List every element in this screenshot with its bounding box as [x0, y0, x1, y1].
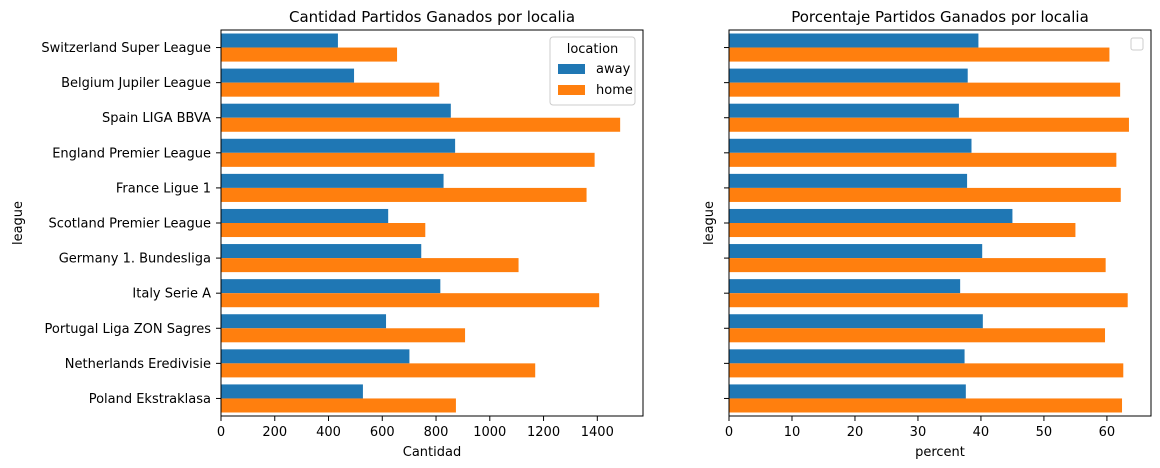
x-tick-label: 600 [370, 425, 395, 440]
bar-home-5 [221, 187, 587, 202]
x-axis-label: percent [915, 445, 965, 460]
bar-series-1-4 [729, 138, 972, 153]
x-tick-label: 1400 [581, 425, 614, 440]
legend-label-home: home [596, 83, 633, 98]
bar-series-2-10 [729, 363, 1124, 378]
axes-frame [220, 29, 644, 417]
y-tick-label: Belgium Jupiler League [61, 76, 211, 91]
y-tick-label: England Premier League [52, 146, 211, 161]
axes-frame [728, 29, 1152, 417]
bar-series-1-9 [729, 314, 983, 329]
bar-series-1-8 [729, 279, 961, 294]
bar-series-1-1 [729, 33, 979, 48]
bar-away-7 [221, 244, 422, 259]
chart-2: 0 10 20 30 40 50 60 Porcentaje Partidos Ganados… [702, 8, 1152, 460]
bar-series-2-6 [729, 223, 1076, 238]
bar-series-2-7 [729, 258, 1106, 273]
x-tick-label: 400 [316, 425, 341, 440]
x-tick-label: 1000 [473, 425, 506, 440]
x-tick-label: 60 [1099, 425, 1116, 440]
bar-series-2-2 [729, 82, 1121, 97]
bar-home-2 [221, 82, 440, 97]
bar-series-1-5 [729, 173, 968, 188]
bar-away-1 [221, 33, 338, 48]
x-tick-label: 20 [847, 425, 864, 440]
bar-series-2-3 [729, 117, 1129, 132]
bar-home-7 [221, 258, 519, 273]
y-tick-label: Netherlands Eredivisie [65, 357, 211, 372]
x-tick-label: 0 [725, 425, 733, 440]
y-axis-label: league [11, 201, 26, 245]
x-axis-label: Cantidad [403, 445, 461, 460]
bar-away-5 [221, 173, 444, 188]
bar-series-1-10 [729, 349, 965, 364]
bar-away-4 [221, 138, 456, 153]
y-axis-label: league [702, 201, 717, 245]
bar-series-1-11 [729, 384, 966, 399]
x-tick-label: 800 [424, 425, 449, 440]
y-tick-label: France Ligue 1 [116, 181, 211, 196]
legend: location away home [549, 36, 636, 106]
chart-title: Cantidad Partidos Ganados por localia [289, 8, 575, 26]
bar-home-4 [221, 152, 595, 167]
bar-away-10 [221, 349, 410, 364]
bar-series-2-4 [729, 152, 1117, 167]
bar-home-9 [221, 328, 466, 343]
bar-series-2-11 [729, 398, 1123, 413]
x-tick-label: 40 [973, 425, 990, 440]
bar-home-6 [221, 223, 426, 238]
x-tick-label: 200 [262, 425, 287, 440]
x-tick-label: 30 [910, 425, 927, 440]
y-tick-label: Scotland Premier League [48, 217, 211, 232]
bar-home-3 [221, 117, 621, 132]
legend-swatch-home [558, 85, 585, 95]
y-tick-label: Poland Ekstraklasa [89, 392, 211, 407]
legend-swatch-away [558, 64, 585, 74]
legend-title: location [567, 42, 619, 57]
chart-1: Switzerland Super League Belgium Jupiler … [11, 8, 644, 460]
bar-series-1-7 [729, 244, 983, 259]
bar-series-2-5 [729, 187, 1121, 202]
legend-label-away: away [596, 62, 631, 77]
bar-series-2-8 [729, 293, 1128, 308]
y-tick-label: Spain LIGA BBVA [102, 111, 211, 126]
bar-series-1-3 [729, 103, 959, 118]
bar-away-2 [221, 68, 355, 83]
bar-home-1 [221, 47, 398, 62]
x-tick-label: 50 [1036, 425, 1053, 440]
bar-away-3 [221, 103, 451, 118]
bar-home-11 [221, 398, 456, 413]
y-tick-label: Germany 1. Bundesliga [59, 252, 211, 267]
bar-away-11 [221, 384, 363, 399]
bar-away-9 [221, 314, 387, 329]
bar-series-1-6 [729, 208, 1013, 223]
y-tick-label: Portugal Liga ZON Sagres [45, 322, 212, 337]
bar-home-8 [221, 293, 600, 308]
x-tick-label: 1200 [527, 425, 560, 440]
x-tick-label: 0 [217, 425, 225, 440]
bar-series-1-2 [729, 68, 968, 83]
legend-box-empty [1130, 37, 1144, 51]
bar-away-8 [221, 279, 441, 294]
bar-series-2-1 [729, 47, 1110, 62]
bar-series-2-9 [729, 328, 1106, 343]
bar-home-10 [221, 363, 536, 378]
y-tick-label: Italy Serie A [132, 287, 211, 302]
x-tick-label: 10 [784, 425, 801, 440]
y-tick-label: Switzerland Super League [41, 41, 211, 56]
bar-away-6 [221, 208, 389, 223]
chart-title: Porcentaje Partidos Ganados por localia [791, 8, 1089, 26]
